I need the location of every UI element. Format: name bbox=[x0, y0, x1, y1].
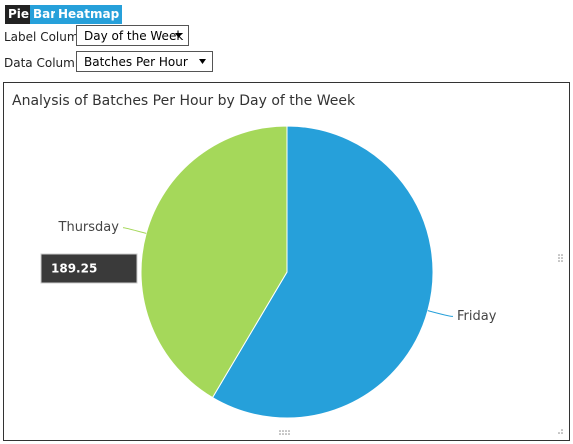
chart-title: Analysis of Batches Per Hour by Day of t… bbox=[12, 93, 356, 109]
tooltip-value: 189.25 bbox=[51, 262, 97, 276]
label-column-label: Label Column bbox=[4, 30, 87, 44]
select-value: Day of the Week bbox=[84, 29, 184, 43]
pie-slice bbox=[140, 125, 288, 399]
data-column-select[interactable]: Batches Per Hour bbox=[76, 51, 213, 72]
label-column-select[interactable]: Day of the Week bbox=[76, 25, 189, 46]
dropdown-arrow bbox=[175, 33, 182, 38]
chart-panel: Analysis of Batches Per Hour by Day of t… bbox=[3, 82, 570, 441]
select-value: Batches Per Hour bbox=[84, 55, 188, 69]
leader-line bbox=[122, 227, 147, 234]
heatmap-button[interactable]: Heatmap bbox=[55, 5, 123, 24]
slice-label: Friday bbox=[457, 309, 497, 324]
pie-button[interactable]: Pie bbox=[5, 5, 33, 24]
resize-handle bbox=[279, 254, 563, 435]
slice-label: Thursday bbox=[58, 220, 120, 235]
tooltip bbox=[40, 253, 138, 284]
leader-line bbox=[427, 310, 454, 317]
chart: Analysis of Batches Per Hour by Day of t… bbox=[12, 93, 563, 435]
dropdown-arrow bbox=[199, 59, 206, 64]
bar-button[interactable]: Bar bbox=[30, 5, 60, 24]
data-column-label: Data Column bbox=[4, 56, 83, 70]
